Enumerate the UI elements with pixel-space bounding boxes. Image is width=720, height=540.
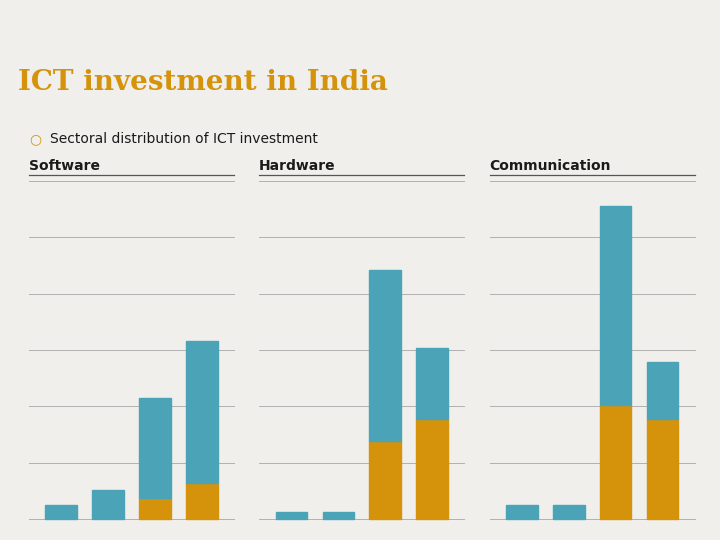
Bar xyxy=(276,512,307,519)
Bar xyxy=(139,398,171,497)
Bar xyxy=(369,270,401,441)
Bar xyxy=(600,206,631,405)
Bar xyxy=(416,420,448,519)
Bar xyxy=(323,512,354,519)
Bar xyxy=(186,483,217,519)
Bar xyxy=(369,441,401,519)
Bar xyxy=(553,505,585,519)
Bar xyxy=(92,490,124,519)
Bar xyxy=(647,362,678,420)
Bar xyxy=(139,497,171,519)
Text: Communication: Communication xyxy=(490,159,611,173)
Bar xyxy=(506,505,538,519)
Bar xyxy=(600,405,631,519)
Bar xyxy=(186,341,217,483)
Text: ○: ○ xyxy=(29,132,41,146)
Bar xyxy=(416,348,448,420)
Text: ICT investment in India: ICT investment in India xyxy=(18,69,388,96)
Text: Sectoral distribution of ICT investment: Sectoral distribution of ICT investment xyxy=(50,132,318,146)
Text: Software: Software xyxy=(29,159,100,173)
Bar xyxy=(45,505,77,519)
Text: Hardware: Hardware xyxy=(259,159,336,173)
Bar xyxy=(647,420,678,519)
